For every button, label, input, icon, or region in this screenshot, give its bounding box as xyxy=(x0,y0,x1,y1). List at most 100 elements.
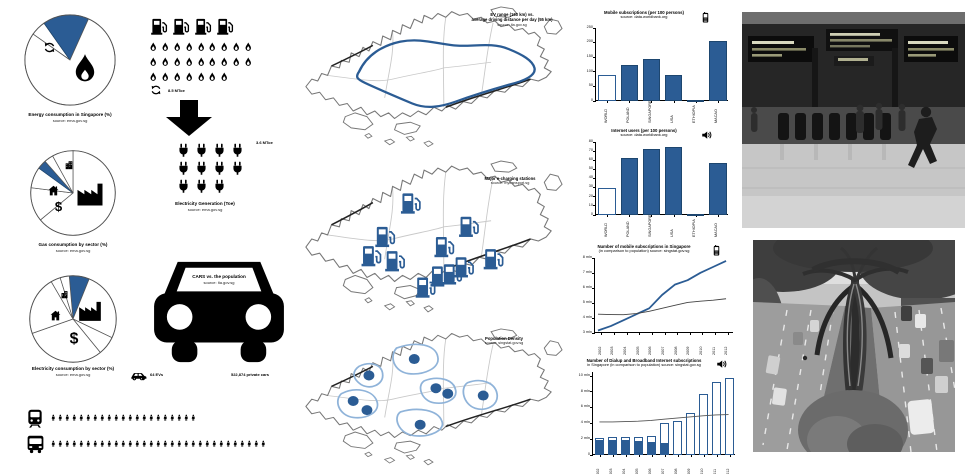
fuel-drop-row xyxy=(148,70,230,84)
x-tick-label: 2007 xyxy=(661,468,665,474)
y-tick-label: 40 xyxy=(588,175,593,180)
bar-usa xyxy=(664,74,683,101)
y-tick-mark xyxy=(593,214,596,216)
y-tick-mark xyxy=(593,168,596,170)
speaker-icon xyxy=(716,359,727,369)
line-plot: 3 mln 4 mln 5 mln 6 mln 7 mln 8 mln 2002 2003 20… xyxy=(583,255,733,355)
x-tick-label: 2006 xyxy=(648,346,653,355)
stacked-bar-2011 xyxy=(711,382,722,455)
y-tick-label: 100 xyxy=(586,68,593,73)
bar-plot: 0 50 100 150 200 250 WORLD POLAND SINGAPORE USA ET… xyxy=(587,25,728,123)
y-tick-label: 4 mln xyxy=(580,420,590,425)
person-icon xyxy=(135,414,139,421)
energy-input-label: 8.5 MToe xyxy=(168,88,185,93)
caption-source: source: singstat.gov.sg xyxy=(484,341,524,346)
y-tick-mark xyxy=(592,317,595,319)
factory-icon xyxy=(79,301,101,321)
person-icon xyxy=(58,440,62,447)
x-tick-label: 2012 xyxy=(724,346,729,355)
charging-stations-map-caption: Major e-charging stations source: mytran… xyxy=(455,176,565,186)
person-icon xyxy=(72,440,76,447)
x-tick-label: 2007 xyxy=(661,346,665,355)
drop-icon xyxy=(221,57,228,66)
drop-icon xyxy=(162,72,168,81)
y-tick-label: 0 xyxy=(587,451,590,456)
drop-icon xyxy=(245,42,252,51)
y-tick-label: 6 mln xyxy=(582,284,592,289)
y-tick-mark xyxy=(593,56,596,58)
pump-icon xyxy=(150,18,168,36)
y-tick-mark xyxy=(593,196,596,198)
x-tick-label: 2004 xyxy=(623,346,628,355)
y-tick-mark xyxy=(590,375,593,377)
person-icon xyxy=(79,440,83,447)
pie-source: source: ema.gov.sg xyxy=(55,247,91,253)
person-icon xyxy=(72,414,76,421)
chart-title: Number of Dialup and Broadband Internet … xyxy=(586,358,702,363)
bar-macao xyxy=(709,41,727,101)
caption-source: source: ema.gov.sg xyxy=(187,206,223,212)
population-density-map-caption: Population Density source: singstat.gov.… xyxy=(452,336,556,346)
person-icon xyxy=(149,414,153,421)
y-tick-label: 8 mln xyxy=(580,388,590,393)
plug-icon xyxy=(197,143,206,157)
phone-icon xyxy=(702,12,709,23)
x-tick-label: 2002 xyxy=(597,346,602,355)
x-tick-label: USA xyxy=(670,115,675,123)
drop-icon xyxy=(209,72,216,81)
plug-icon xyxy=(233,161,242,175)
person-icon xyxy=(184,414,188,421)
person-icon xyxy=(100,414,104,421)
y-tick-mark xyxy=(590,391,593,393)
person-icon xyxy=(79,414,83,421)
y-tick-label: 30 xyxy=(588,184,593,189)
y-tick-label: 50 xyxy=(588,166,593,171)
recycle-icon xyxy=(44,42,55,53)
caption-line: Major e-charging stations xyxy=(484,176,536,181)
plug-icon xyxy=(197,161,206,175)
cars-headline-source: source: lta.gov.sg xyxy=(203,279,235,285)
y-tick-mark xyxy=(592,332,595,334)
plug-icon xyxy=(233,143,242,157)
y-tick-mark xyxy=(590,407,593,408)
y-tick-label: 150 xyxy=(586,54,593,58)
building-icon xyxy=(65,161,73,170)
person-icon xyxy=(65,440,69,447)
phone-icon xyxy=(713,245,720,256)
y-tick-mark xyxy=(593,187,596,189)
train-icon xyxy=(28,409,42,428)
dialup-bar-2007 xyxy=(660,443,669,454)
drop-icon xyxy=(233,42,240,51)
pie-caption: Energy consumption in Singapore (%) xyxy=(28,112,112,117)
internet-users-chart: Internet users (per 100 persons) source:… xyxy=(573,126,735,238)
chart-source: source: data.worldbank.org xyxy=(620,14,668,20)
fuel-pump-row xyxy=(150,15,235,37)
person-icon xyxy=(142,414,146,421)
series-mobile-subscriptions xyxy=(597,260,727,332)
person-icon xyxy=(121,440,125,447)
plug-row xyxy=(176,178,227,195)
person-icon xyxy=(163,414,167,421)
plug-icon xyxy=(215,161,224,175)
x-tick-label: 2008 xyxy=(674,468,678,474)
x-tick-label: 2011 xyxy=(711,346,716,355)
y-tick-label: 7 mln xyxy=(582,269,592,274)
pie-source: source: ema.gov.sg xyxy=(52,117,88,123)
x-tick-mark xyxy=(651,101,653,104)
series-population xyxy=(597,298,727,316)
mobile-subscriptions-chart: Mobile subscriptions (per 100 persons) s… xyxy=(573,8,735,123)
stacked-bar-2012 xyxy=(724,378,735,455)
chart-title-block: Number of mobile subscriptions in Singap… xyxy=(580,244,708,254)
running-person-silhouette xyxy=(908,106,937,168)
x-tick-mark xyxy=(607,101,608,104)
plug-icon xyxy=(215,179,224,193)
factory-icon xyxy=(77,183,103,206)
person-icon xyxy=(128,440,132,447)
person-icon xyxy=(149,440,153,447)
building-icon xyxy=(61,291,68,299)
x-tick-mark xyxy=(717,101,719,104)
person-icon xyxy=(51,414,55,421)
chart-title-block: Internet users (per 100 persons) source:… xyxy=(583,128,705,138)
chart-title: Number of mobile subscriptions in Singap… xyxy=(597,244,691,249)
stacked-bar-plot: 0 2 mln 4 mln 6 mln 8 mln 10 mln 2002 2003 2004 2… xyxy=(579,372,735,474)
